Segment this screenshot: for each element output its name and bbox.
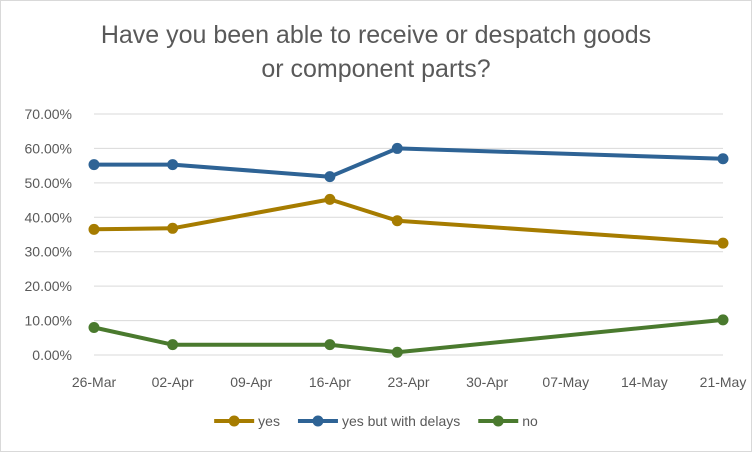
y-tick-label: 60.00% [25,140,72,156]
legend-label-yes-but-with-delays: yes but with delays [342,413,460,429]
data-point [167,159,179,171]
y-tick-label: 0.00% [32,347,72,363]
legend-marker-yes-but-with-delays [312,415,324,427]
x-tick-label: 23-Apr [387,374,429,390]
x-axis-ticks: 26-Mar 02-Apr 09-Apr 16-Apr 23-Apr 30-Apr 07-M… [72,374,747,390]
data-point [88,321,100,333]
data-point [88,223,100,235]
y-tick-label: 50.00% [25,175,72,191]
series-line-yes [92,197,725,246]
data-point [391,346,403,358]
series-group [88,142,729,358]
x-tick-label: 30-Apr [466,374,508,390]
legend-label-no: no [522,413,538,429]
legend-marker-yes [228,415,240,427]
legend: yes yes but with delays no [214,413,538,429]
x-tick-label: 14-May [621,374,668,390]
x-tick-label: 21-May [700,374,747,390]
data-point [324,339,336,351]
x-tick-label: 09-Apr [230,374,272,390]
data-point [717,153,729,165]
gridlines [94,113,723,356]
x-tick-label: 26-Mar [72,374,117,390]
data-point [324,193,336,205]
y-axis-ticks: 0.00% 10.00% 20.00% 30.00% 40.00% 50.00% 60.00… [25,106,72,363]
data-point [167,222,179,234]
chart-title-line-1: Have you been able to receive or despatc… [100,21,652,49]
data-point [391,142,403,154]
data-point [717,314,729,326]
y-tick-label: 40.00% [25,209,72,225]
y-tick-label: 10.00% [25,313,72,329]
data-point [324,171,336,183]
x-tick-label: 16-Apr [309,374,351,390]
data-point [88,159,100,171]
x-tick-label: 07-May [542,374,589,390]
y-tick-label: 70.00% [25,106,72,122]
legend-marker-no [492,415,504,427]
data-point [167,339,179,351]
series-line-no [92,317,725,355]
y-tick-label: 30.00% [25,244,72,260]
data-point [391,215,403,227]
legend-label-yes: yes [258,413,280,429]
series-line-yes-but-with-delays [92,146,725,179]
chart-title: Have you been able to receive or despatc… [0,18,752,86]
data-point [717,237,729,249]
y-tick-label: 20.00% [25,278,72,294]
chart-title-line-2: or component parts? [261,55,491,83]
x-tick-label: 02-Apr [152,374,194,390]
